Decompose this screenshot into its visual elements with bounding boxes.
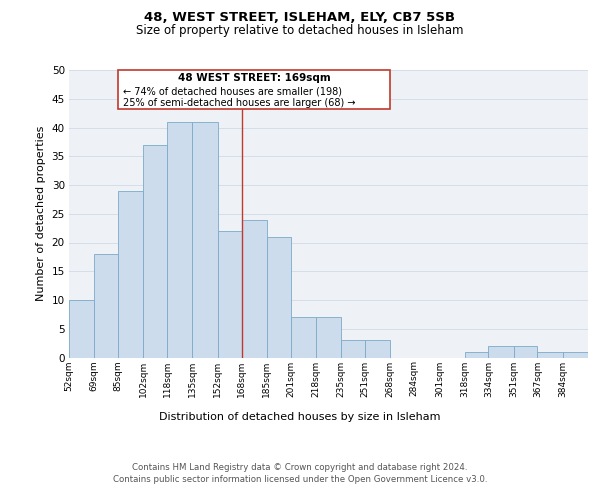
- Bar: [563, 352, 588, 358]
- Bar: [488, 346, 514, 358]
- Bar: [193, 122, 218, 358]
- Bar: [290, 318, 316, 358]
- Text: Contains public sector information licensed under the Open Government Licence v3: Contains public sector information licen…: [113, 475, 487, 484]
- Bar: [464, 352, 488, 358]
- Bar: [341, 340, 365, 357]
- Text: 25% of semi-detached houses are larger (68) →: 25% of semi-detached houses are larger (…: [122, 98, 355, 108]
- Y-axis label: Number of detached properties: Number of detached properties: [36, 126, 46, 302]
- Bar: [267, 237, 290, 358]
- FancyBboxPatch shape: [118, 70, 390, 109]
- Text: Distribution of detached houses by size in Isleham: Distribution of detached houses by size …: [159, 412, 441, 422]
- Bar: [118, 190, 143, 358]
- Bar: [167, 122, 193, 358]
- Bar: [143, 145, 167, 358]
- Text: Contains HM Land Registry data © Crown copyright and database right 2024.: Contains HM Land Registry data © Crown c…: [132, 462, 468, 471]
- Bar: [94, 254, 118, 358]
- Bar: [365, 340, 390, 357]
- Bar: [242, 220, 267, 358]
- Bar: [69, 300, 94, 358]
- Text: 48 WEST STREET: 169sqm: 48 WEST STREET: 169sqm: [178, 74, 331, 84]
- Text: 48, WEST STREET, ISLEHAM, ELY, CB7 5SB: 48, WEST STREET, ISLEHAM, ELY, CB7 5SB: [145, 11, 455, 24]
- Bar: [218, 231, 242, 358]
- Text: Size of property relative to detached houses in Isleham: Size of property relative to detached ho…: [136, 24, 464, 37]
- Bar: [514, 346, 538, 358]
- Bar: [538, 352, 563, 358]
- Text: ← 74% of detached houses are smaller (198): ← 74% of detached houses are smaller (19…: [122, 86, 341, 96]
- Bar: [316, 318, 341, 358]
